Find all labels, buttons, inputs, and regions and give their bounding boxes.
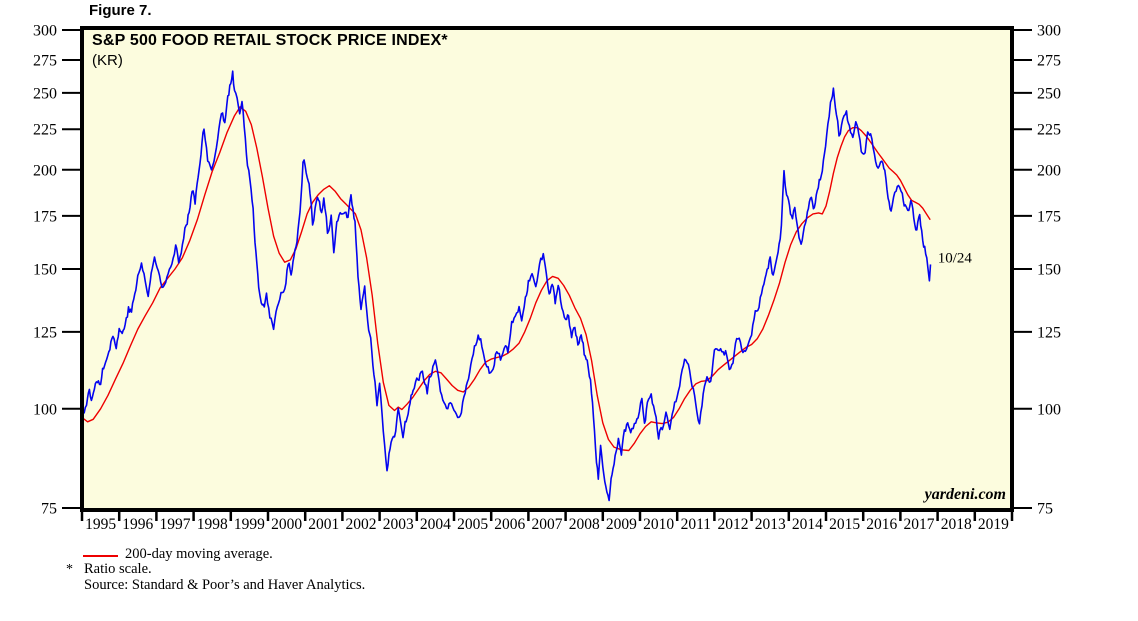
price-line (81, 70, 932, 502)
x-axis-year-label: 2011 (681, 516, 711, 533)
x-axis-year-label: 2009 (606, 516, 637, 533)
x-axis-year-label: 2001 (308, 516, 339, 533)
x-axis-year-label: 1998 (197, 516, 228, 533)
plot-background (82, 28, 1012, 510)
legend-swatch-line (83, 555, 118, 557)
y-axis-label-right: 250 (1037, 85, 1061, 102)
chart-title: S&P 500 FOOD RETAIL STOCK PRICE INDEX* (92, 32, 448, 49)
x-axis-year-label: 2006 (494, 516, 525, 533)
y-axis-label-right: 300 (1037, 23, 1061, 40)
footnote-ratio-scale: Ratio scale. (84, 561, 152, 577)
x-axis-year-label: 2007 (532, 516, 563, 533)
x-axis-year-label: 1996 (122, 516, 153, 533)
y-axis-label-right: 125 (1037, 324, 1061, 341)
x-axis-year-label: 2004 (420, 516, 451, 533)
x-axis-year-label: 2013 (755, 516, 786, 533)
x-axis-year-label: 2005 (457, 516, 488, 533)
moving-average-line (81, 106, 931, 452)
footnote-source: Source: Standard & Poor’s and Haver Anal… (84, 577, 366, 593)
x-axis-year-label: 2008 (569, 516, 600, 533)
x-axis-year-label: 2016 (866, 516, 897, 533)
y-axis-label-left: 225 (33, 122, 57, 139)
x-axis-year-label: 1997 (160, 516, 191, 533)
y-axis-label-right: 100 (1037, 401, 1061, 418)
x-axis-year-label: 2003 (383, 516, 414, 533)
x-axis-year-label: 2010 (643, 516, 674, 533)
watermark-yardeni: yardeni.com (924, 486, 1006, 503)
y-axis-label-left: 175 (33, 208, 57, 225)
figure-label: Figure 7. (89, 2, 152, 19)
y-axis-label-left: 275 (33, 53, 57, 70)
y-axis-label-left: 150 (33, 262, 57, 279)
x-axis-year-label: 2002 (346, 516, 377, 533)
y-axis-label-right: 150 (1037, 262, 1061, 279)
latest-date-annotation: 10/24 (938, 251, 973, 267)
x-axis-year-label: 2012 (718, 516, 749, 533)
y-axis-label-right: 75 (1037, 501, 1053, 518)
x-axis-year-label: 2014 (792, 516, 823, 533)
chart-subtitle: (KR) (92, 52, 123, 69)
footnote-asterisk: * (66, 562, 73, 577)
x-axis-year-label: 2000 (271, 516, 302, 533)
y-axis-label-left: 300 (33, 23, 57, 40)
y-axis-label-left: 250 (33, 85, 57, 102)
legend-label-moving-average: 200-day moving average. (125, 546, 273, 562)
y-axis-label-right: 225 (1037, 122, 1061, 139)
y-axis-label-right: 275 (1037, 53, 1061, 70)
y-axis-label-left: 75 (41, 501, 57, 518)
x-axis-year-label: 2015 (829, 516, 860, 533)
x-axis-year-label: 1999 (234, 516, 265, 533)
y-axis-label-left: 200 (33, 162, 57, 179)
y-axis-label-right: 175 (1037, 208, 1061, 225)
y-axis-label-right: 200 (1037, 162, 1061, 179)
y-axis-label-left: 100 (33, 401, 57, 418)
x-axis-year-label: 1995 (85, 516, 116, 533)
y-axis-label-left: 125 (33, 324, 57, 341)
x-axis-year-label: 2018 (941, 516, 972, 533)
x-axis-year-label: 2019 (978, 516, 1009, 533)
plot-frame (80, 26, 1014, 512)
x-axis-year-label: 2017 (904, 516, 935, 533)
